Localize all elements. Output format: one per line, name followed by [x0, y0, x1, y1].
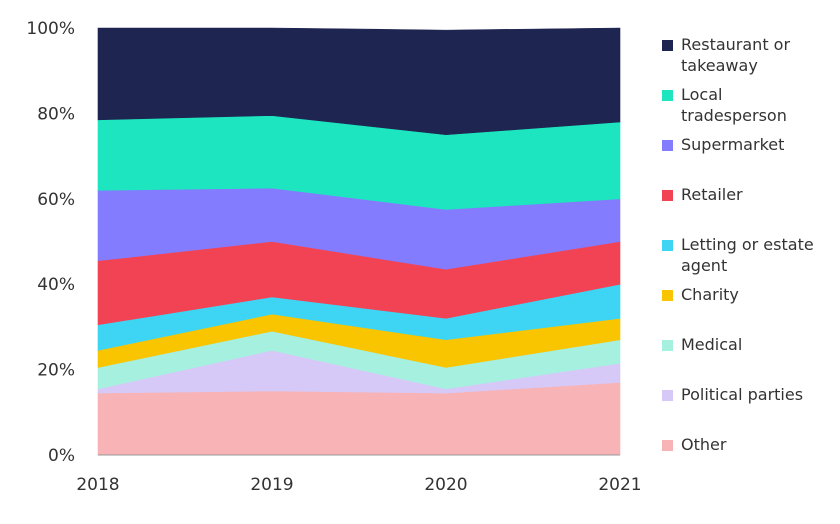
- y-tick-label: 0%: [48, 446, 75, 466]
- axes: 0% 20% 40% 60% 80% 100% 2018 2019 2020 2021: [26, 19, 641, 495]
- legend-item-other: Other: [662, 435, 727, 454]
- legend-label: takeaway: [681, 56, 758, 75]
- legend-item-medical: Medical: [662, 335, 742, 354]
- legend-swatch: [662, 240, 673, 251]
- x-tick-label: 2018: [76, 475, 119, 495]
- legend-label: tradesperson: [681, 106, 787, 125]
- legend-label: Supermarket: [681, 135, 784, 154]
- area-other: [97, 382, 621, 456]
- legend-label: Political parties: [681, 385, 803, 404]
- legend-item-retailer: Retailer: [662, 185, 743, 204]
- legend-label: Other: [681, 435, 727, 454]
- legend-item-political-parties: Political parties: [662, 385, 803, 404]
- legend: Restaurant or takeaway Local tradesperson Su…: [662, 35, 814, 454]
- legend-swatch: [662, 390, 673, 401]
- legend-label: Local: [681, 85, 722, 104]
- legend-swatch: [662, 290, 673, 301]
- legend-item-charity: Charity: [662, 285, 739, 304]
- legend-swatch: [662, 190, 673, 201]
- legend-swatch: [662, 40, 673, 51]
- legend-label: Restaurant or: [681, 35, 790, 54]
- legend-swatch: [662, 90, 673, 101]
- area-layers: [97, 27, 621, 456]
- legend-item-restaurant-or-takeaway: Restaurant or takeaway: [662, 35, 790, 75]
- legend-swatch: [662, 440, 673, 451]
- legend-item-local-tradesperson: Local tradesperson: [662, 85, 787, 125]
- legend-label: agent: [681, 256, 727, 275]
- legend-label: Retailer: [681, 185, 743, 204]
- x-tick-label: 2019: [250, 475, 293, 495]
- y-tick-label: 20%: [37, 361, 75, 381]
- y-tick-label: 80%: [37, 104, 75, 124]
- y-tick-label: 100%: [26, 19, 75, 39]
- y-tick-label: 60%: [37, 190, 75, 210]
- y-tick-label: 40%: [37, 275, 75, 295]
- legend-swatch: [662, 340, 673, 351]
- legend-item-letting-or-estate-agent: Letting or estate agent: [662, 235, 814, 275]
- legend-swatch: [662, 140, 673, 151]
- legend-item-supermarket: Supermarket: [662, 135, 784, 154]
- legend-label: Medical: [681, 335, 742, 354]
- legend-label: Charity: [681, 285, 739, 304]
- area-restaurant-or-takeaway: [97, 27, 621, 136]
- x-tick-label: 2021: [598, 475, 641, 495]
- x-tick-label: 2020: [424, 475, 467, 495]
- legend-label: Letting or estate: [681, 235, 814, 254]
